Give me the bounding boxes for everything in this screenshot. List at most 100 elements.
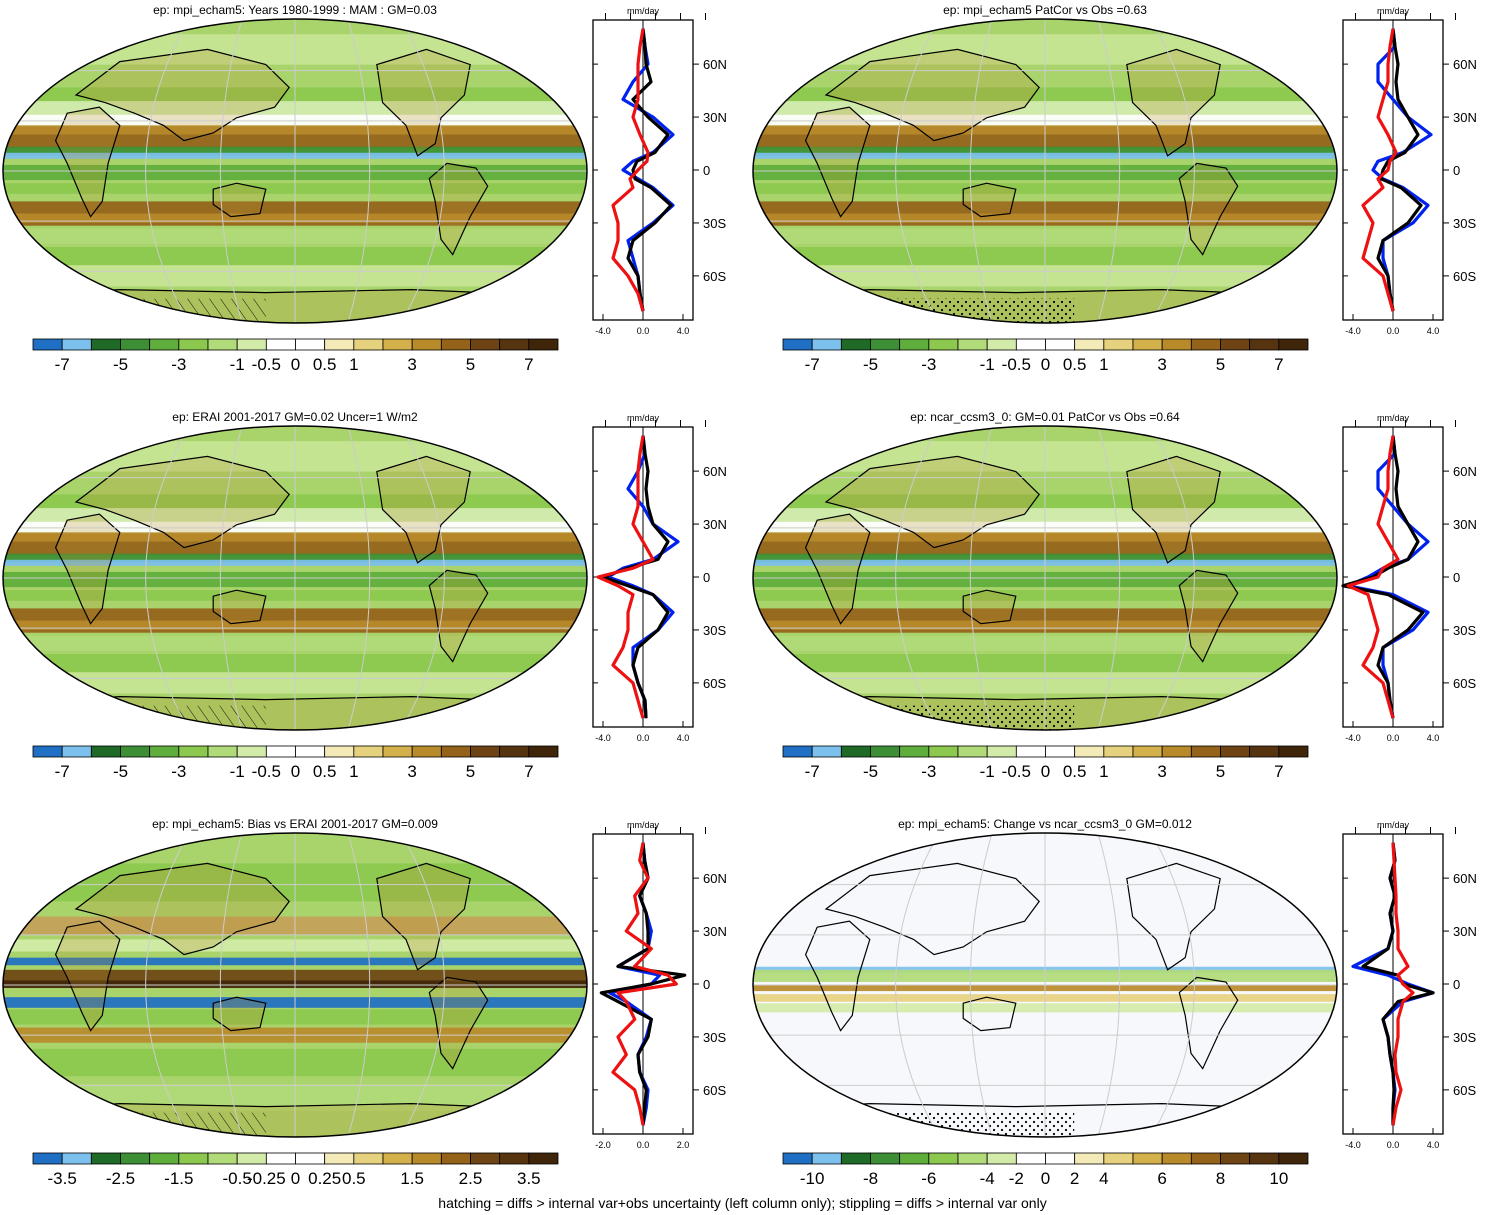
profile-line-red bbox=[596, 435, 655, 719]
colorbar-label: 7 bbox=[1274, 762, 1283, 781]
continent-outline bbox=[824, 862, 1040, 956]
colorbar-box bbox=[782, 1152, 813, 1165]
colorbar-label: -7 bbox=[805, 762, 820, 781]
meridian bbox=[969, 833, 993, 1137]
map-border bbox=[752, 18, 1338, 324]
colorbar-box bbox=[440, 745, 471, 758]
profile-x-label: -4.0 bbox=[595, 733, 611, 743]
profile-line-black bbox=[626, 28, 673, 312]
colorbar-box bbox=[1190, 745, 1221, 758]
meridian bbox=[1150, 426, 1195, 730]
colorbar-box bbox=[32, 338, 63, 351]
profile-lat-label: 60N bbox=[703, 57, 727, 72]
profile-lat-label: 30S bbox=[703, 216, 726, 231]
colorbar-label: -0.5 bbox=[1002, 355, 1031, 374]
meridian bbox=[145, 426, 190, 730]
profile-lat-label: 0 bbox=[703, 163, 710, 178]
colorbar-label: -5 bbox=[863, 762, 878, 781]
colorbar-box bbox=[986, 1152, 1017, 1165]
continent-outline bbox=[17, 695, 559, 730]
colorbar-box bbox=[61, 1152, 92, 1165]
colorbar-label: 3 bbox=[1157, 762, 1166, 781]
colorbar-box bbox=[411, 745, 442, 758]
stippling bbox=[840, 1112, 1075, 1137]
colorbar-label: 5 bbox=[1216, 762, 1225, 781]
colorbar-label: -7 bbox=[55, 355, 70, 374]
colorbar-box bbox=[207, 1152, 238, 1165]
colorbar-box bbox=[236, 1152, 267, 1165]
continent-outline bbox=[212, 996, 267, 1032]
colorbar-label: -4 bbox=[980, 1169, 995, 1188]
profile-x-label: -4.0 bbox=[1345, 733, 1361, 743]
colorbar-box bbox=[440, 1152, 471, 1165]
colorbar-box bbox=[870, 745, 901, 758]
colorbar-box bbox=[236, 338, 267, 351]
panel-title: ep: mpi_echam5: Change vs ncar_ccsm3_0 G… bbox=[898, 817, 1192, 831]
colorbar-box bbox=[1132, 745, 1163, 758]
continent-outline bbox=[212, 182, 267, 218]
meridian bbox=[145, 833, 190, 1137]
colorbar-box bbox=[32, 745, 63, 758]
colorbar-box bbox=[207, 745, 238, 758]
continent-outline bbox=[54, 920, 121, 1032]
colorbar-box bbox=[1103, 338, 1134, 351]
colorbar-label: 3.5 bbox=[517, 1169, 541, 1188]
profile-line-blue bbox=[1371, 28, 1433, 312]
colorbar-label: -5 bbox=[113, 355, 128, 374]
colorbar-box bbox=[178, 745, 209, 758]
profile-lat-label: 30N bbox=[1453, 924, 1477, 939]
footnote: hatching = diffs > internal var+obs unce… bbox=[438, 1195, 1047, 1211]
profile-x-label: 4.0 bbox=[1427, 1140, 1440, 1150]
colorbar-box bbox=[178, 1152, 209, 1165]
colorbar-label: -6 bbox=[921, 1169, 936, 1188]
continent-outline bbox=[54, 106, 121, 218]
colorbar-label: -3 bbox=[171, 762, 186, 781]
colorbar-box bbox=[382, 745, 413, 758]
meridian bbox=[1150, 833, 1195, 1137]
stippling bbox=[840, 705, 1075, 730]
colorbar-label: 0 bbox=[1041, 762, 1050, 781]
colorbar-box bbox=[1045, 1152, 1076, 1165]
colorbar-box bbox=[811, 338, 842, 351]
panel-title: ep: ncar_ccsm3_0: GM=0.01 PatCor vs Obs … bbox=[910, 410, 1180, 424]
colorbar-box bbox=[440, 338, 471, 351]
colorbar-label: -1 bbox=[230, 762, 245, 781]
map-field bbox=[3, 833, 587, 1137]
colorbar-label: 0 bbox=[291, 762, 300, 781]
profile-lat-label: 60N bbox=[703, 464, 727, 479]
graticule bbox=[3, 833, 587, 1137]
colorbar-label: 8 bbox=[1216, 1169, 1225, 1188]
colorbar-box bbox=[1161, 745, 1192, 758]
colorbar-box bbox=[324, 1152, 355, 1165]
colorbar-box bbox=[957, 1152, 988, 1165]
colorbar-box bbox=[1278, 338, 1309, 351]
colorbar-box bbox=[207, 338, 238, 351]
profile-lat-label: 60S bbox=[703, 269, 726, 284]
profile-line-blue bbox=[621, 28, 675, 312]
colorbar-box bbox=[295, 1152, 326, 1165]
colorbar-label: -1 bbox=[230, 355, 245, 374]
profile-lat-label: 30S bbox=[703, 1030, 726, 1045]
profile-lat-label: 30S bbox=[1453, 623, 1476, 638]
panel-5: ep: mpi_echam5: Bias vs ERAI 2001-2017 G… bbox=[2, 817, 727, 1188]
meridian bbox=[347, 19, 371, 323]
colorbar-box bbox=[470, 1152, 501, 1165]
colorbar-box bbox=[840, 338, 871, 351]
panel-4: ep: ncar_ccsm3_0: GM=0.01 PatCor vs Obs … bbox=[752, 410, 1477, 781]
colorbar-box bbox=[899, 745, 930, 758]
colorbar-label: 1 bbox=[1099, 762, 1108, 781]
map-field bbox=[3, 19, 587, 323]
colorbar-label: -2 bbox=[1009, 1169, 1024, 1188]
profile-lat-label: 60S bbox=[703, 1083, 726, 1098]
colorbar-box bbox=[899, 338, 930, 351]
continent-outline bbox=[376, 48, 471, 157]
profile-x-label: 0.0 bbox=[1387, 733, 1400, 743]
profile-x-label: -4.0 bbox=[595, 326, 611, 336]
colorbar-label: 0.5 bbox=[313, 355, 337, 374]
colorbar-box bbox=[1161, 1152, 1192, 1165]
colorbar-box bbox=[324, 745, 355, 758]
profile-lat-label: 60N bbox=[1453, 57, 1477, 72]
colorbar-box bbox=[782, 745, 813, 758]
profile-x-label: -2.0 bbox=[595, 1140, 611, 1150]
profile-x-label: 0.0 bbox=[637, 733, 650, 743]
